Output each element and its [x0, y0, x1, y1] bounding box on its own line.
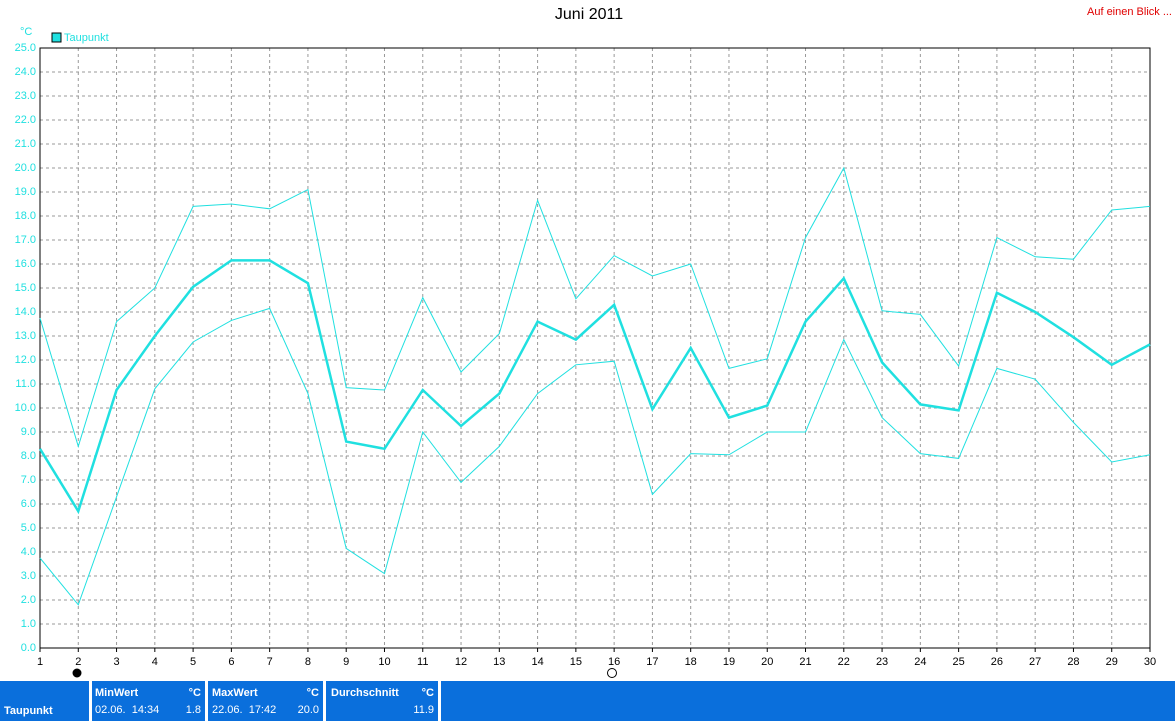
x-tick-label: 24 — [914, 656, 926, 668]
series-line — [39, 307, 1151, 606]
series-line — [38, 259, 1151, 515]
x-tick-label: 26 — [991, 656, 1003, 668]
min-marker — [72, 668, 82, 678]
x-tick-label: 5 — [190, 656, 196, 668]
y-tick-label: 10.0 — [15, 402, 36, 414]
avg-cell: Durchschnitt °C 11.9 — [323, 681, 441, 721]
y-tick-label: 17.0 — [15, 234, 36, 246]
summary-bar: Taupunkt MinWert °C 02.06. 14:34 1.8 Max… — [0, 681, 1175, 721]
y-tick-label: 9.0 — [21, 426, 36, 438]
legend-label: Taupunkt — [64, 32, 109, 44]
x-tick-label: 16 — [608, 656, 620, 668]
y-tick-label: 23.0 — [15, 90, 36, 102]
max-time: 22.06. 17:42 — [212, 704, 277, 716]
max-cell: MaxWert °C 22.06. 17:42 20.0 — [205, 681, 323, 721]
y-tick-label: 25.0 — [15, 42, 36, 54]
x-tick-label: 2 — [75, 656, 81, 668]
y-tick-label: 3.0 — [21, 570, 36, 582]
x-tick-label: 17 — [646, 656, 658, 668]
avg-value: 11.9 — [413, 704, 434, 716]
min-time: 02.06. 14:34 — [95, 704, 160, 716]
x-tick-label: 4 — [152, 656, 158, 668]
x-tick-label: 21 — [799, 656, 811, 668]
x-tick-label: 20 — [761, 656, 773, 668]
y-tick-label: 15.0 — [15, 282, 36, 294]
x-tick-label: 3 — [113, 656, 119, 668]
x-tick-label: 30 — [1144, 656, 1156, 668]
y-tick-label: 6.0 — [21, 498, 36, 510]
x-tick-label: 15 — [570, 656, 582, 668]
x-tick-label: 9 — [343, 656, 349, 668]
row-label: Taupunkt — [4, 705, 53, 717]
min-value: 1.8 — [185, 704, 201, 716]
legend-swatch — [51, 32, 62, 43]
max-marker — [607, 668, 617, 678]
y-tick-label: 19.0 — [15, 186, 36, 198]
x-tick-label: 23 — [876, 656, 888, 668]
x-tick-label: 8 — [305, 656, 311, 668]
y-tick-label: 8.0 — [21, 450, 36, 462]
x-tick-label: 28 — [1067, 656, 1079, 668]
overview-link[interactable]: Auf einen Blick ... — [1087, 6, 1172, 18]
y-tick-label: 24.0 — [15, 66, 36, 78]
x-tick-label: 1 — [37, 656, 43, 668]
y-tick-label: 5.0 — [21, 522, 36, 534]
x-tick-label: 25 — [952, 656, 964, 668]
x-tick-label: 18 — [685, 656, 697, 668]
x-tick-label: 6 — [228, 656, 234, 668]
chart-title: Juni 2011 — [555, 6, 623, 23]
x-tick-label: 22 — [838, 656, 850, 668]
avg-label: Durchschnitt — [331, 687, 399, 699]
y-tick-label: 4.0 — [21, 546, 36, 558]
y-tick-label: 11.0 — [15, 378, 36, 390]
x-tick-label: 10 — [378, 656, 390, 668]
min-unit: °C — [188, 687, 201, 699]
y-unit: °C — [20, 26, 32, 38]
series-line — [39, 166, 1151, 449]
x-tick-label: 11 — [417, 656, 428, 668]
plot-frame — [39, 47, 1151, 649]
min-cell: MinWert °C 02.06. 14:34 1.8 — [89, 681, 205, 721]
x-tick-label: 27 — [1029, 656, 1041, 668]
y-tick-label: 14.0 — [15, 306, 36, 318]
y-tick-label: 20.0 — [15, 162, 36, 174]
y-tick-label: 21.0 — [15, 138, 36, 150]
max-label: MaxWert — [212, 687, 258, 699]
max-value: 20.0 — [297, 704, 319, 716]
x-tick-label: 14 — [531, 656, 543, 668]
min-label: MinWert — [95, 687, 139, 699]
y-tick-label: 22.0 — [15, 114, 36, 126]
x-tick-label: 29 — [1106, 656, 1118, 668]
y-tick-label: 12.0 — [15, 354, 36, 366]
avg-unit: °C — [421, 687, 434, 699]
y-tick-label: 13.0 — [15, 330, 36, 342]
y-tick-label: 16.0 — [15, 258, 36, 270]
x-tick-label: 7 — [267, 656, 273, 668]
chart: Juni 2011 Auf einen Blick ... °C Taupunk… — [15, 6, 1172, 678]
y-tick-label: 0.0 — [21, 642, 36, 654]
max-unit: °C — [306, 687, 319, 699]
y-tick-label: 18.0 — [15, 210, 36, 222]
x-tick-label: 13 — [493, 656, 505, 668]
y-tick-label: 1.0 — [21, 618, 36, 630]
y-tick-label: 7.0 — [21, 474, 36, 486]
x-tick-label: 12 — [455, 656, 467, 668]
y-tick-label: 2.0 — [21, 594, 36, 606]
x-tick-label: 19 — [723, 656, 735, 668]
